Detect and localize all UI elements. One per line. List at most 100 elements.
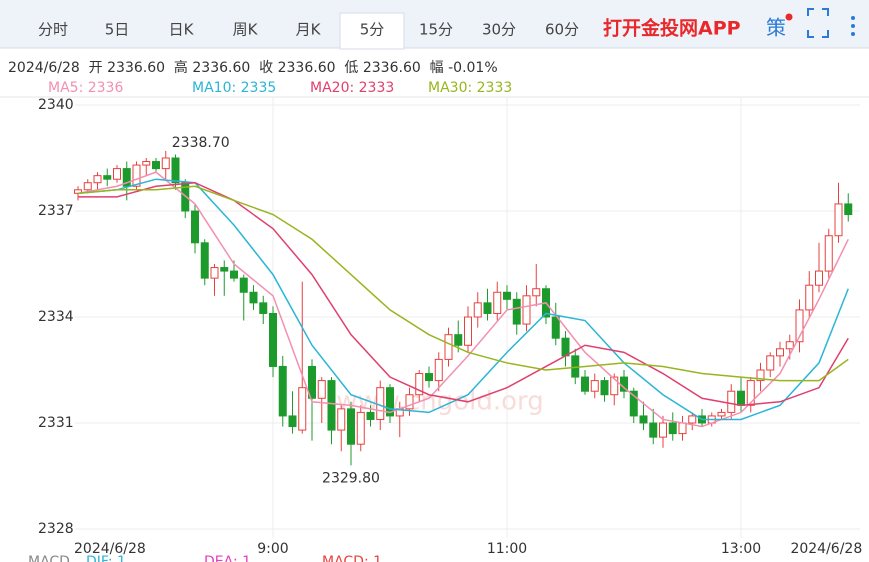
candle-body [727,390,736,413]
candle-body [74,189,82,194]
x-tick-label: 2024/6/28 [790,541,862,557]
x-tick-label: 9:00 [257,541,288,557]
candle-body [366,411,375,420]
candle-body [483,302,492,314]
fullscreen-icon[interactable] [807,8,829,38]
tab[interactable]: 15分 [419,21,453,39]
candle-body [200,242,209,279]
tab[interactable]: 60分 [545,21,579,39]
y-tick-label: 2334 [38,309,74,325]
candle-body [415,373,424,396]
tab-bar [0,0,869,48]
info-line: 2024/6/28 开 2336.60 高 2336.60 收 2336.60 … [8,59,498,76]
tab[interactable]: 分时 [38,21,68,39]
tab[interactable]: 日K [169,21,195,39]
y-tick-label: 2331 [38,415,74,431]
min-label: 2329.80 [322,470,380,486]
tab[interactable]: 周K [233,21,259,39]
candle-body [259,302,268,314]
candle-body [756,369,765,382]
candle-body [590,380,599,392]
candle-body [629,390,638,417]
candle-body [122,168,131,187]
candle-body [230,270,238,279]
legend-entry: MA5: 2336 [48,80,123,96]
candle-body [688,415,697,424]
macd-legend-entry: MACD: 1 [322,554,382,562]
candle-body [317,380,326,399]
ma-line [77,178,849,421]
candle-body [464,316,472,346]
tab[interactable]: 5日 [105,21,130,39]
ma-line [77,185,849,382]
tab[interactable]: 月K [296,21,322,39]
icon-text[interactable]: 策 [766,16,786,40]
candle-body [551,316,560,339]
macd-legend-entry: DIF: 1 [86,554,126,562]
legend-entry: MA10: 2335 [192,80,276,96]
candle-body [766,355,775,371]
candle-body [785,341,794,350]
badge [785,13,793,21]
legend-entry: MA30: 2333 [428,80,512,96]
candle-body [83,182,92,191]
candle-body [161,157,170,170]
candle-body [113,168,121,180]
legend-entry: MA20: 2333 [310,80,394,96]
tab[interactable]: 5分 [360,21,385,39]
candle-body [356,411,365,445]
candle-body [532,288,541,297]
candle-body [191,210,199,244]
macd-legend-entry: MACD [28,554,70,562]
candle-body [668,422,677,435]
candle-body [737,390,745,406]
candle-body [444,334,453,360]
candle-body [210,267,219,279]
tab[interactable]: 30分 [482,21,516,39]
candle-body [376,387,385,420]
candle-body [386,387,394,417]
x-tick-label: 2024/6/28 [74,541,146,557]
candle-body [639,415,648,424]
candle-body [434,358,443,382]
candle-body [220,267,229,272]
candle-body [815,270,823,286]
candle-body [561,337,570,357]
candle-body [288,415,297,428]
candle-body [834,203,843,237]
macd-legend-entry: DEA: 1 [204,554,251,562]
candle-body [337,408,346,431]
candle-body [503,291,511,300]
candle-body [522,295,531,325]
candle-body [600,380,609,396]
candle-body [132,164,141,187]
candle-body [678,422,687,435]
candle-body [152,161,160,170]
candle-body [298,387,307,431]
menu-icon[interactable] [851,16,855,36]
candle-body [473,302,482,318]
candle-body [249,291,258,304]
active-tab [339,12,405,50]
ma-line [77,171,849,428]
candle-body [347,408,355,445]
candle-body [93,175,102,184]
candle-body [103,175,112,180]
candle-body [717,411,726,417]
y-tick-label: 2337 [38,203,74,219]
candle-body [795,309,804,343]
y-tick-label: 2328 [38,521,74,537]
candle-body [142,161,151,166]
candle-body [493,291,502,314]
candle-body [824,235,833,272]
candle-body [278,365,287,417]
candle-body [746,380,755,406]
candle-body [239,277,248,293]
candle-body [454,334,463,346]
ma-line [78,181,849,407]
candle-body [659,422,667,438]
macd-legend: MACD DIF: 1 DEA: 1 MACD: 1 [28,554,382,562]
candle-body [581,376,589,392]
app-link[interactable]: 打开金投网APP [603,17,741,40]
